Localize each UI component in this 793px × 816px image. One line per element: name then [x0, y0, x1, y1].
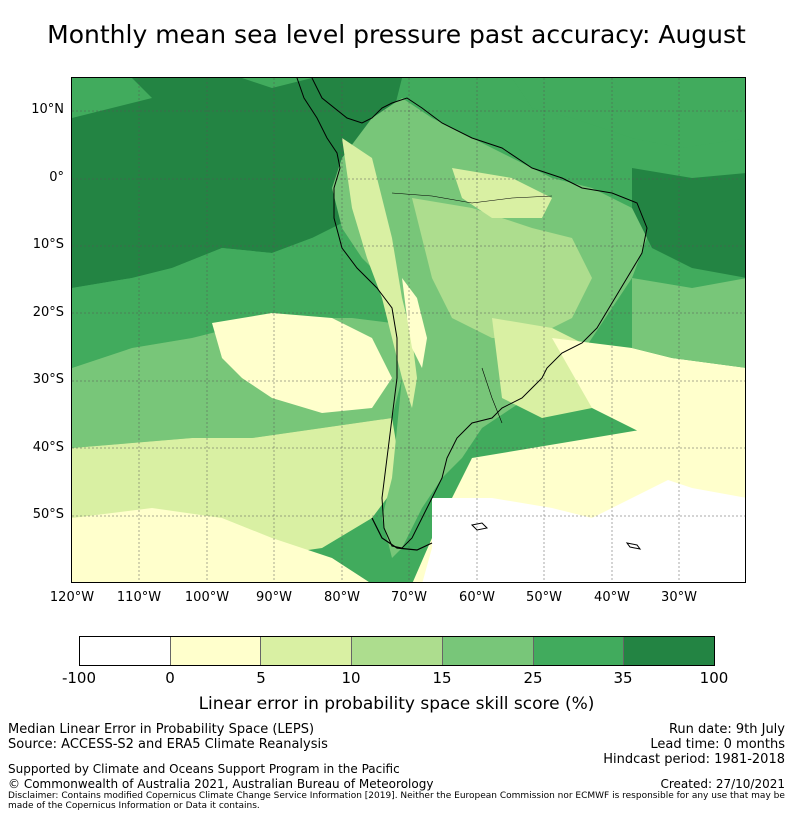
chart-title: Monthly mean sea level pressure past acc… [47, 20, 746, 49]
footer-copyright: © Commonwealth of Australia 2021, Austra… [8, 777, 434, 791]
colorbar-bin [533, 637, 625, 665]
footer-disclaimer: Disclaimer: Contains modified Copernicus… [8, 791, 785, 811]
colorbar-tick: 35 [613, 669, 633, 687]
field-far-south [72, 508, 369, 582]
colorbar-tick: 15 [432, 669, 452, 687]
field-pacific-nw [72, 78, 152, 118]
colorbar-tick: 100 [699, 669, 729, 687]
lon-label: 80°W [324, 590, 360, 605]
lat-label: 40°S [32, 440, 64, 455]
south-georgia [625, 542, 642, 550]
field-amazon [412, 198, 592, 338]
river-parana [481, 367, 503, 424]
footer-created: Created: 27/10/2021 [660, 777, 785, 791]
field-atlantic-north [512, 78, 745, 148]
colorbar [79, 636, 715, 666]
field-altiplano [402, 278, 427, 368]
colorbar-bin [442, 637, 534, 665]
footer-support: Supported by Climate and Oceans Support … [8, 762, 400, 776]
field-atlantic-mid [632, 278, 745, 368]
colorbar-tick: 10 [341, 669, 361, 687]
colorbar-tick: -100 [61, 669, 97, 687]
field-andes [342, 138, 417, 408]
lon-label: 50°W [526, 590, 562, 605]
river-amazon [391, 192, 553, 204]
field-pacific-mid [72, 238, 402, 368]
footer-lead-time: Lead time: 0 months [650, 737, 785, 752]
map-canvas [72, 78, 745, 582]
footer-source: Source: ACCESS-S2 and ERA5 Climate Reana… [8, 737, 328, 752]
field-pacific-high [72, 78, 402, 288]
footer-run-date: Run date: 9th July [668, 722, 785, 737]
coastline-south-america [296, 78, 648, 549]
colorbar-bin [624, 637, 715, 665]
lon-label: 30°W [661, 590, 697, 605]
lat-label: 50°S [32, 507, 64, 522]
coastline-tierra-del-fuego [371, 517, 433, 551]
lon-label: 70°W [391, 590, 427, 605]
lon-label: 90°W [256, 590, 292, 605]
colorbar-tick: 25 [523, 669, 543, 687]
lon-label: 110°W [116, 590, 162, 605]
colorbar-bin [170, 637, 262, 665]
graticule [72, 78, 745, 582]
colorbar-bin [80, 637, 171, 665]
lat-label: 30°S [32, 372, 64, 387]
footer-method: Median Linear Error in Probability Space… [8, 722, 315, 737]
colorbar-bin [352, 637, 443, 665]
lat-label: 10°S [32, 237, 64, 252]
field-atlantic-high [632, 168, 745, 278]
lat-label: 10°N [31, 102, 64, 117]
lat-label: 20°S [32, 305, 64, 320]
lon-label: 120°W [49, 590, 95, 605]
falkland-islands [470, 522, 489, 531]
lon-label: 100°W [184, 590, 230, 605]
field-north-basin [452, 168, 552, 218]
colorbar-bin [261, 637, 353, 665]
lat-label: 0° [49, 170, 64, 185]
colorbar-tick: 5 [256, 669, 266, 687]
footer-hindcast: Hindcast period: 1981-2018 [603, 752, 785, 767]
field-patch [632, 438, 745, 498]
field-low-skill [422, 448, 745, 582]
skill-map [71, 77, 746, 583]
colorbar-tick: 0 [165, 669, 175, 687]
lon-label: 60°W [459, 590, 495, 605]
colorbar-label: Linear error in probability space skill … [198, 694, 595, 714]
field-pacific-subtropic [212, 313, 392, 413]
lon-label: 40°W [594, 590, 630, 605]
